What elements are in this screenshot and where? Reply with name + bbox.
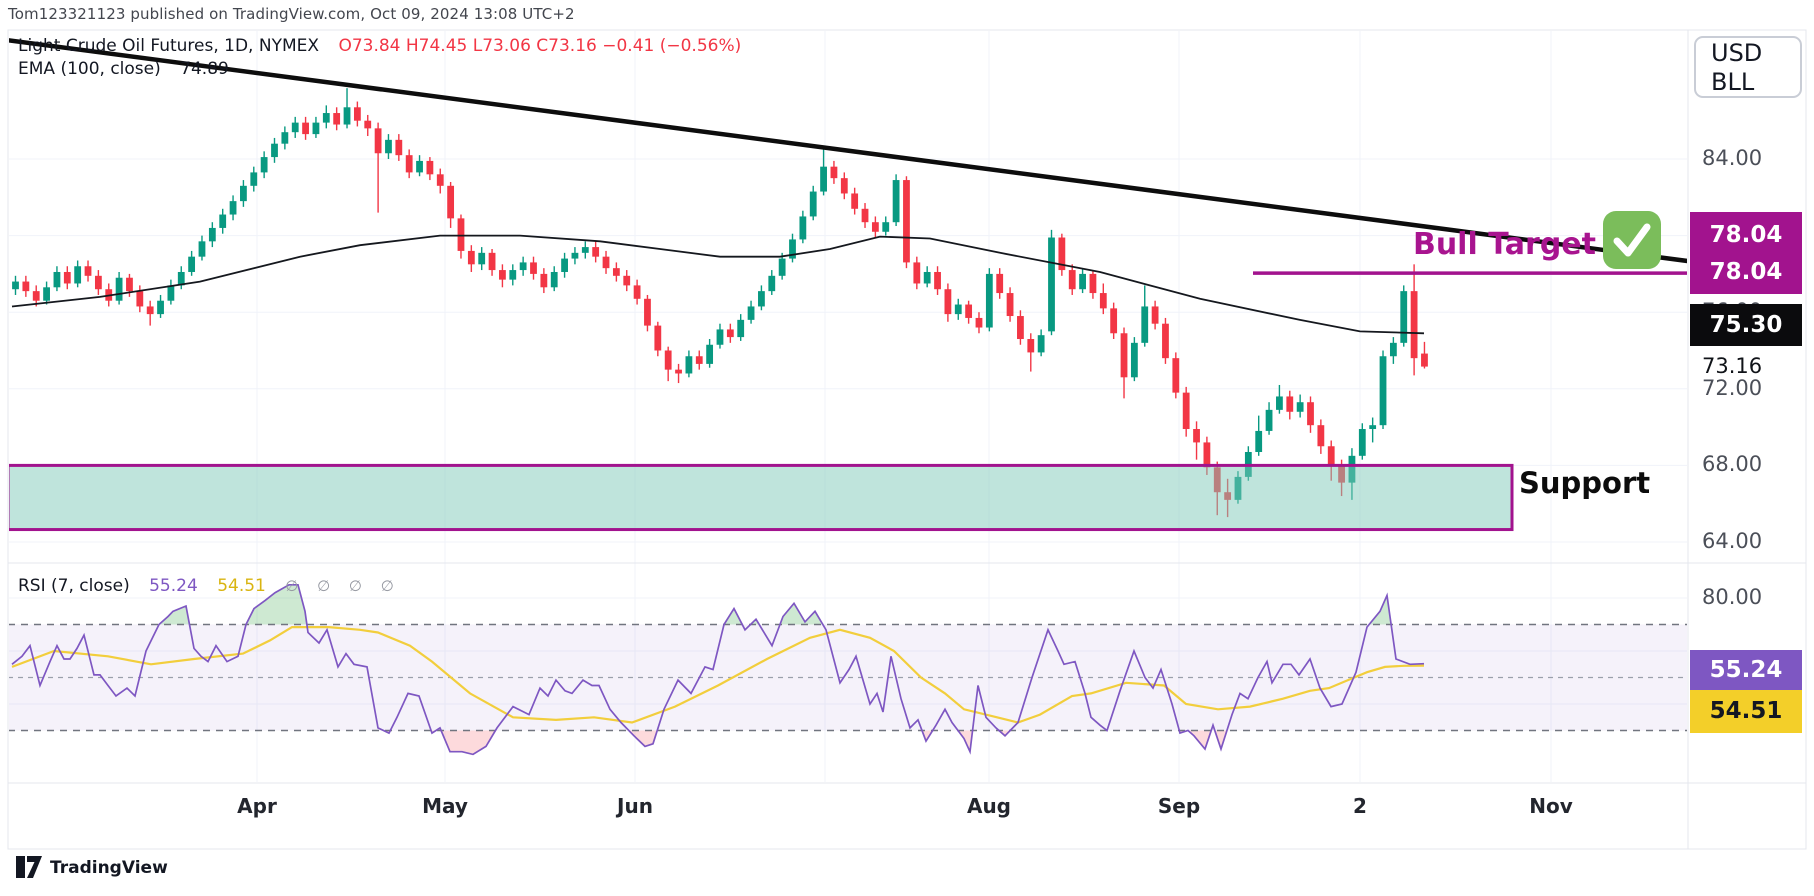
price-axis-tick: 68.00 [1702, 452, 1763, 477]
rsi-legend[interactable]: RSI (7, close) 55.24 54.51 ∅ ∅ ∅ ∅ [18, 576, 394, 596]
time-axis-label[interactable]: Jun [617, 794, 653, 818]
unit-currency: USD [1711, 39, 1763, 67]
rsi-axis-tick: 80.00 [1702, 585, 1763, 609]
time-axis-label[interactable]: Nov [1529, 794, 1573, 818]
rsi-ma-value-badge: 54.51 [1690, 690, 1802, 733]
last-price-label: 73.16 [1702, 353, 1763, 378]
rsi-value: 55.24 [149, 576, 198, 596]
symbol-legend[interactable]: Light Crude Oil Futures, 1D, NYMEX O73.8… [18, 36, 741, 56]
rsi-value-badge: 55.24 [1690, 650, 1802, 690]
unit-measure: BLL [1711, 68, 1755, 96]
time-axis-label[interactable]: May [422, 794, 468, 818]
time-axis-label[interactable]: Sep [1157, 794, 1201, 818]
bull-target-price-badge: 78.04 78.04 [1690, 212, 1802, 294]
checkmark-icon [1603, 211, 1661, 269]
time-axis-label[interactable]: Apr [237, 794, 277, 818]
support-zone-label[interactable]: Support [1519, 466, 1651, 500]
price-axis-tick: 64.00 [1702, 529, 1763, 553]
tradingview-logo-icon [16, 856, 42, 878]
bull-target-label[interactable]: Bull Target [1412, 227, 1596, 262]
ohlc-values: O73.84 H74.45 L73.06 C73.16 −0.41 (−0.56… [338, 36, 742, 56]
time-axis-label[interactable]: 2 [1353, 794, 1367, 818]
ema-label: EMA (100, close) [18, 59, 161, 79]
unit-currency-toggle[interactable]: USD BLL [1694, 36, 1802, 98]
time-axis-label[interactable]: Aug [966, 794, 1012, 818]
ema-price-badge: 75.30 [1690, 304, 1802, 346]
price-axis-tick: 84.00 [1702, 146, 1763, 170]
ema-legend[interactable]: EMA (100, close) 74.89 [18, 59, 229, 79]
symbol-title: Light Crude Oil Futures, 1D, NYMEX [18, 36, 320, 56]
rsi-label: RSI (7, close) [18, 576, 130, 596]
attribution-header: Tom123321123 published on TradingView.co… [8, 5, 575, 23]
price-axis-tick: 72.00 [1702, 375, 1763, 400]
tradingview-watermark[interactable]: TradingView [16, 856, 168, 879]
tradingview-logo-text: TradingView [50, 857, 168, 878]
rsi-empty-values: ∅ ∅ ∅ ∅ [285, 577, 394, 595]
rsi-ma-value: 54.51 [217, 576, 266, 596]
ema-value: 74.89 [180, 59, 229, 79]
